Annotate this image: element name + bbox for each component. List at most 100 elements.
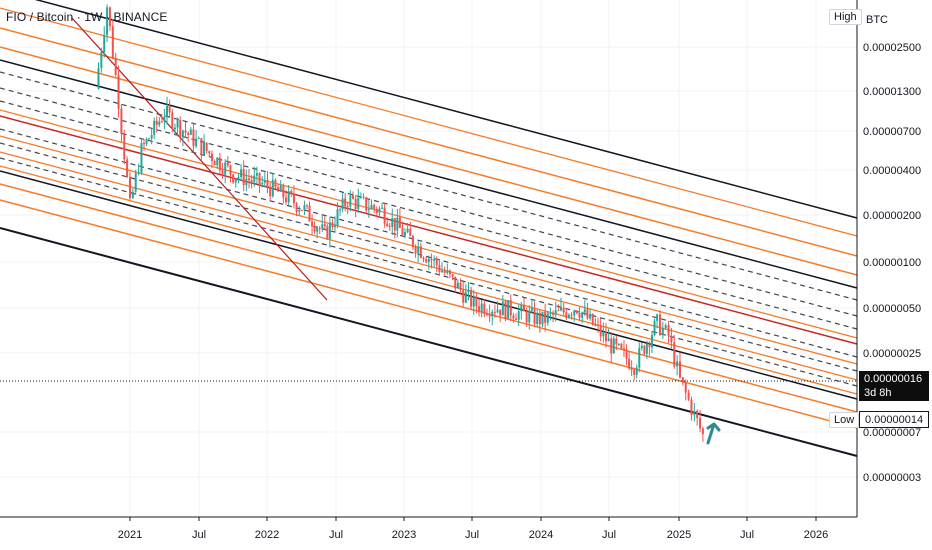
candle-body: [401, 227, 404, 236]
candle-body: [240, 169, 243, 177]
candle-body: [617, 344, 620, 346]
candle-body: [388, 226, 391, 228]
price-axis-bg: [857, 0, 932, 550]
candle-body: [226, 162, 229, 166]
candle-body: [203, 142, 206, 155]
channel-line: [0, 71, 858, 301]
candle-body: [373, 204, 376, 209]
candle-body: [480, 303, 483, 312]
candle-body: [610, 338, 613, 354]
candle-body: [370, 204, 373, 210]
candle-body: [274, 179, 277, 188]
channel-line: [0, 227, 858, 457]
candle-body: [565, 312, 568, 318]
x-tick-label: Jul: [602, 529, 616, 541]
candle-body: [247, 178, 250, 181]
channel-line-orange: [0, 165, 858, 395]
candle-body: [693, 410, 696, 415]
last-price-value: 0.00000016: [864, 373, 923, 385]
candle-body: [298, 209, 301, 212]
candle-body: [653, 320, 656, 336]
candle-body: [333, 225, 336, 228]
candle-body: [491, 311, 494, 317]
candle-body: [499, 309, 502, 316]
channel-line: [0, 100, 858, 330]
candle-body: [173, 127, 176, 130]
channel-line: [0, 115, 858, 345]
candle-body: [656, 314, 659, 321]
channel-line: [0, 183, 858, 413]
candle-body: [599, 325, 602, 337]
candle-body: [97, 68, 100, 89]
candle-body: [404, 232, 406, 236]
candle-body: [234, 178, 237, 183]
channel-line: [0, 46, 858, 276]
candle-body: [472, 296, 475, 307]
candle-body: [255, 173, 258, 176]
x-tick-label: Jul: [329, 529, 343, 541]
channel-lines: [0, 0, 858, 457]
y-tick-label: 0.00000003: [863, 472, 921, 484]
candle-body: [357, 197, 360, 209]
candle-body: [541, 311, 544, 325]
candle-body: [263, 180, 266, 183]
candle-body: [483, 303, 486, 314]
low-tag: Low: [829, 412, 860, 428]
candle-body: [282, 185, 285, 198]
diagonal-trendline: [71, 17, 328, 301]
channel-line: [34, 0, 858, 219]
y-tick-label: 0.00001300: [863, 86, 921, 98]
candle-body: [367, 209, 370, 211]
candle-body: [295, 203, 298, 212]
x-tick-label: Jul: [740, 529, 754, 541]
candle-body: [313, 226, 316, 232]
candle-body: [393, 218, 396, 231]
candle-body: [181, 130, 184, 137]
candle-body: [195, 138, 198, 147]
candle-body: [591, 313, 594, 325]
candle-body: [287, 191, 290, 203]
candle-body: [386, 223, 389, 227]
candle-body: [258, 173, 261, 185]
candle-body: [176, 120, 179, 128]
candle-body: [316, 228, 319, 232]
candle-body: [103, 34, 106, 53]
x-tick-label: 2026: [804, 529, 828, 541]
candle-body: [308, 205, 311, 222]
candle-body: [525, 311, 528, 323]
candle-body: [664, 325, 667, 329]
candle-body: [467, 289, 470, 292]
candle-body: [549, 313, 552, 315]
up-arrow-annotation: [706, 422, 721, 445]
candle-body: [411, 236, 414, 248]
y-tick-label: 0.00000007: [863, 427, 921, 439]
candle-body: [422, 257, 425, 260]
candle-body: [145, 138, 148, 145]
candle-body: [126, 159, 129, 177]
candle-body: [640, 345, 643, 349]
y-tick-label: 0.00000100: [863, 257, 921, 269]
candle-body: [383, 207, 386, 224]
candle-body: [253, 175, 256, 182]
candle-body: [398, 217, 401, 228]
candle-body: [242, 169, 245, 186]
candle-body: [213, 160, 216, 166]
candle-body: [464, 291, 467, 303]
candle-body: [633, 369, 636, 375]
candle-body: [517, 311, 520, 320]
candle-body: [123, 133, 126, 160]
candle-body: [488, 314, 491, 317]
bar-countdown: 3d 8h: [864, 387, 892, 399]
candle-body: [530, 308, 533, 312]
candle-body: [155, 120, 158, 125]
candle-body: [454, 276, 457, 289]
candle-body: [321, 224, 324, 229]
candle-body: [661, 328, 664, 336]
candle-body: [179, 120, 182, 137]
y-tick-label: 0.00000025: [863, 348, 921, 360]
candle-body: [643, 345, 646, 354]
candle-body: [197, 138, 200, 140]
candle-body: [406, 228, 409, 233]
candle-body: [111, 26, 114, 58]
